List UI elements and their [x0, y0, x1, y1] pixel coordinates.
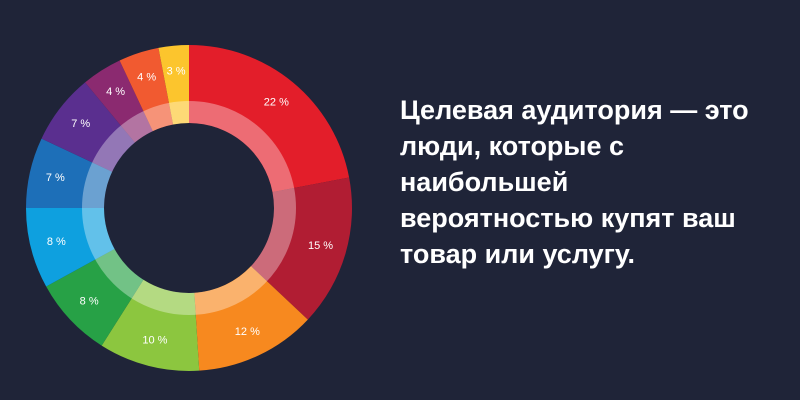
slice-label: 4 % — [137, 72, 156, 84]
chart: 22 % 15 % 12 % 10 % 8 % 8 % 7 % 7 % 4 % 4 % 3 % — [26, 45, 353, 371]
slice-label: 7 % — [71, 118, 90, 130]
donut-slice — [101, 279, 200, 371]
donut-slice — [189, 45, 350, 193]
slice-label: 15 % — [308, 240, 333, 252]
slice-label: 8 % — [80, 296, 99, 308]
slice-label: 8 % — [47, 236, 66, 248]
donut-slice — [85, 60, 153, 143]
slice-label: 22 % — [264, 96, 289, 108]
slice-label: 4 % — [106, 86, 125, 98]
headline: Целевая аудитория — это люди, которые с … — [400, 95, 749, 269]
donut-slice — [250, 177, 353, 320]
slice-label: 3 % — [167, 66, 186, 78]
donut-slice — [46, 248, 144, 346]
inner-ring — [82, 101, 296, 315]
slice-label: 10 % — [142, 335, 167, 347]
donut-slice — [26, 208, 115, 287]
slice-label: 7 % — [46, 172, 65, 184]
donut-slice — [158, 45, 189, 125]
donut-slice — [194, 266, 308, 371]
slice-label: 12 % — [235, 326, 260, 338]
donut-slice — [119, 47, 174, 132]
donut-slice — [41, 82, 135, 172]
donut-slice — [26, 138, 113, 208]
